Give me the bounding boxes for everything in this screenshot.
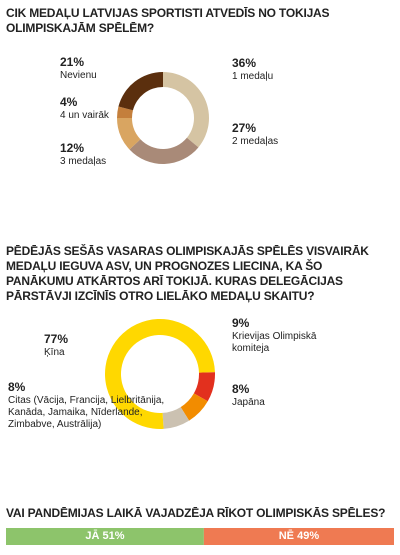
donut-segment [118, 72, 163, 111]
donut-segment [162, 407, 190, 429]
bar-segment [203, 528, 394, 545]
chart-title: VAI PANDĒMIJAS LAIKĀ VAJADZĒJA RĪKOT OLI… [6, 506, 386, 520]
category-label: 1 medaļu [232, 71, 274, 82]
category-label: 3 medaļas [60, 156, 107, 167]
value-label: 9% [232, 316, 250, 330]
value-label: 27% [232, 121, 257, 135]
category-label: Ķīna [44, 347, 65, 358]
value-label: 8% [8, 380, 26, 394]
donut-segment [129, 137, 199, 165]
bar-label: NĒ 49% [204, 528, 394, 545]
value-label: 36% [232, 56, 257, 70]
category-label: 2 medaļas [232, 136, 279, 147]
value-label: 8% [232, 382, 250, 396]
bar-label: JĀ 51% [6, 528, 204, 545]
segment-label: 77% Ķīna [44, 332, 124, 359]
segment-label: 4% 4 un vairāk [60, 95, 140, 122]
segment-label: 8% Japāna [232, 382, 342, 409]
category-label: 4 un vairāk [60, 110, 109, 121]
bar-segment [6, 528, 204, 545]
segment-label: 27% 2 medaļas [232, 121, 352, 148]
category-label: Krievijas Olimpiskā komiteja [232, 331, 317, 354]
category-label: NĒ [278, 530, 295, 542]
donut-segment [193, 372, 215, 402]
category-label: Japāna [232, 397, 265, 408]
donut-segment [117, 118, 141, 150]
value-label: 4% [60, 95, 78, 109]
segment-label: 9% Krievijas Olimpiskā komiteja [232, 316, 342, 355]
chart-title: CIK MEDAĻU LATVIJAS SPORTISTI ATVEDĪS NO… [6, 6, 330, 35]
category-label: JĀ [85, 530, 100, 542]
value-label: 51% [102, 530, 125, 542]
segment-label: 21% Nevienu [60, 55, 140, 82]
segment-label: 36% 1 medaļu [232, 56, 352, 83]
donut-segment [163, 72, 209, 148]
segment-label: 8% Citas (Vācija, Francija, Lielbritānija… [8, 380, 178, 431]
donut-segment [117, 106, 133, 118]
category-label: Nevienu [60, 70, 97, 81]
category-label: Citas (Vācija, Francija, Lielbritānija, … [8, 395, 165, 430]
value-label: 12% [60, 141, 85, 155]
donut-segment [180, 393, 208, 421]
value-label: 49% [297, 530, 320, 542]
value-label: 77% [44, 332, 69, 346]
segment-label: 12% 3 medaļas [60, 141, 140, 168]
chart-title: PĒDĒJĀS SEŠĀS VASARAS OLIMPISKAJĀS SPĒLĒ… [6, 244, 369, 303]
value-label: 21% [60, 55, 85, 69]
